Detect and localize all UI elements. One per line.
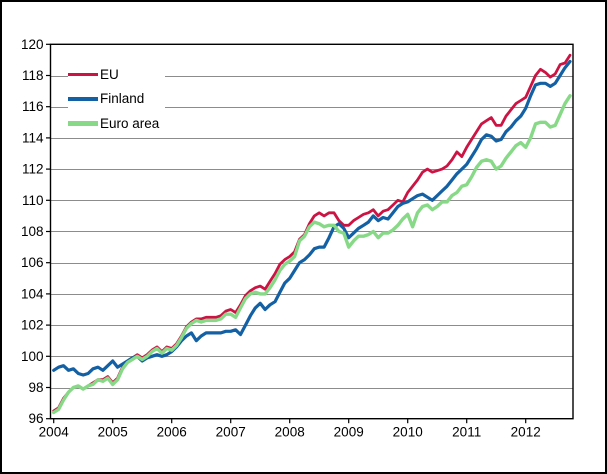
y-axis-label: 112	[22, 162, 44, 177]
legend-item-euro-area: Euro area	[68, 111, 166, 136]
x-axis-label: 2007	[216, 425, 246, 440]
y-axis-label: 110	[22, 193, 44, 208]
x-axis-label: 2006	[157, 425, 187, 440]
legend-item-finland: Finland	[68, 86, 166, 111]
euro-area-line-swatch	[68, 120, 98, 126]
y-axis-label: 114	[22, 130, 44, 145]
y-axis-label: 98	[28, 380, 43, 395]
y-axis-label: 118	[22, 68, 44, 83]
x-axis-label: 2008	[275, 425, 305, 440]
x-axis-label: 2005	[98, 425, 128, 440]
y-axis-label: 102	[21, 318, 44, 333]
y-axis-label: 100	[21, 349, 44, 364]
x-axis-label: 2012	[511, 425, 541, 440]
eu-line-swatch	[68, 72, 98, 76]
y-axis-label: 120	[21, 37, 44, 52]
x-axis-label: 2011	[452, 425, 481, 440]
y-axis-label: 116	[22, 99, 44, 114]
legend-item-eu: EU	[68, 62, 166, 87]
legend-label-eu: EU	[100, 66, 119, 82]
finland-line-swatch	[68, 96, 98, 101]
y-axis-label: 104	[21, 286, 44, 301]
y-axis-label: 96	[28, 411, 43, 426]
x-axis-label: 2009	[334, 425, 364, 440]
legend-label-finland: Finland	[100, 91, 145, 107]
y-axis-label: 108	[21, 224, 44, 239]
x-axis-label: 2004	[39, 425, 70, 440]
x-axis-label: 2010	[393, 425, 423, 440]
series-line-euro-area	[52, 94, 572, 415]
legend-label-euro-area: Euro area	[100, 115, 160, 131]
legend: EU Finland Euro area	[68, 62, 166, 136]
y-axis-label: 106	[21, 255, 44, 270]
